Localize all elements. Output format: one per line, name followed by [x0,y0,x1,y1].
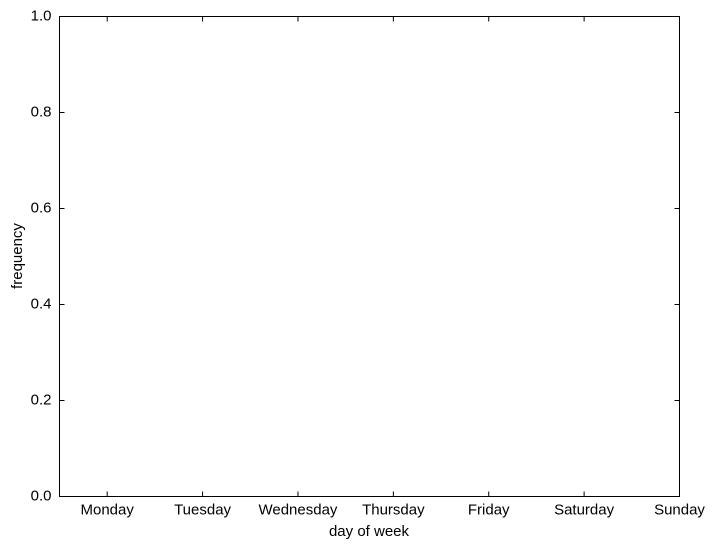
plot-frame [59,16,680,497]
x-axis-label: day of week [329,523,410,540]
x-tick-label: Monday [81,501,135,518]
y-tick-label: 1.0 [31,7,52,24]
y-axis-label: frequency [9,223,26,289]
y-tick-label: 0.2 [31,391,52,408]
x-tick-label: Saturday [554,501,615,518]
x-tick-label: Friday [468,501,510,518]
x-tick-label: Sunday [654,501,705,518]
x-tick-label: Wednesday [258,501,337,518]
y-tick-label: 0.4 [31,295,52,312]
y-tick-label: 0.6 [31,199,52,216]
y-tick-label: 0.8 [31,103,52,120]
y-tick-label: 0.0 [31,487,52,504]
x-tick-label: Thursday [362,501,425,518]
x-tick-label: Tuesday [174,501,231,518]
